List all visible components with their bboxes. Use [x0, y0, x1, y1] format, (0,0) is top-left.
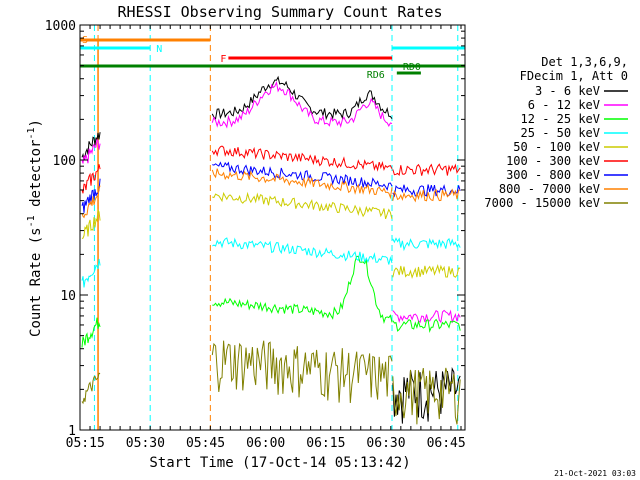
series-line-9-3	[392, 367, 461, 425]
series-line-4-1	[81, 258, 101, 288]
series-line-2-2	[211, 80, 393, 129]
legend-label-7: 300 - 800 keV	[506, 168, 600, 182]
x-tick-label: 06:45	[427, 436, 466, 451]
series-line-7-1	[81, 178, 101, 213]
y-tick-label: 100	[53, 154, 76, 169]
series-line-5-3	[392, 263, 461, 279]
series-line-8-3	[392, 188, 461, 203]
x-tick-label: 06:00	[246, 436, 285, 451]
chart-title: RHESSI Observing Summary Count Rates	[117, 3, 442, 21]
series-line-6-1	[81, 164, 101, 194]
series-2	[81, 80, 461, 324]
plot-frame	[79, 24, 466, 431]
series-5	[81, 191, 461, 279]
series-line-8-1	[81, 185, 101, 219]
x-tick-label: 06:30	[366, 436, 405, 451]
series-line-1-3	[392, 366, 461, 424]
series-4	[81, 237, 461, 288]
series-line-1-2	[211, 75, 393, 121]
series-line-4-2	[212, 237, 393, 265]
timestamp: 21-Oct-2021 03:03	[554, 469, 636, 478]
y-axis-label: Count Rate (s-1 detector-1)	[26, 119, 44, 337]
x-tick-label: 06:15	[306, 436, 345, 451]
series-line-7-2	[212, 161, 393, 191]
series-6	[81, 145, 461, 194]
x-axis: 05:15 05:30 05:45 06:00 06:15 06:30 06:45	[66, 25, 466, 451]
y-tick-label: 1000	[45, 19, 76, 34]
series-line-2-3	[392, 309, 461, 324]
legend: Det 1,3,6,9, FDecim 1, Att 0 3 - 6 keV6 …	[484, 55, 628, 210]
y-tick-label: 10	[60, 289, 76, 304]
annotation-s: S	[82, 35, 88, 46]
series-8	[81, 168, 461, 219]
series-line-9-1	[81, 372, 101, 405]
legend-header-2: FDecim 1, Att 0	[520, 69, 628, 83]
series-3	[81, 255, 461, 348]
series-line-2-1	[81, 138, 101, 164]
legend-header-1: Det 1,3,6,9,	[541, 55, 628, 69]
series-9	[81, 340, 461, 425]
y-axis: 1 10 100 1000	[45, 19, 465, 439]
series-line-3-3	[392, 318, 461, 333]
legend-label-1: 3 - 6 keV	[535, 84, 600, 98]
series-line-3-2	[212, 255, 393, 325]
annotation-n: N	[156, 44, 162, 55]
series-line-8-2	[211, 168, 393, 200]
series-7	[81, 161, 461, 213]
series-line-5-2	[212, 191, 393, 220]
legend-label-9: 7000 - 15000 keV	[484, 196, 600, 210]
legend-label-2: 6 - 12 keV	[528, 98, 600, 112]
x-tick-label: 05:45	[186, 436, 225, 451]
series-line-6-3	[392, 163, 461, 177]
legend-label-5: 50 - 100 keV	[513, 140, 600, 154]
x-axis-label: Start Time (17-Oct-14 05:13:42)	[149, 455, 410, 471]
series-line-6-2	[211, 145, 393, 172]
series-line-9-2	[211, 340, 393, 404]
annotation-f: F	[220, 54, 226, 65]
legend-label-4: 25 - 50 keV	[521, 126, 600, 140]
series-line-3-1	[81, 317, 101, 348]
x-tick-label: 05:15	[66, 436, 105, 451]
plot-area: S N F RD6 RD0	[80, 25, 465, 430]
legend-label-6: 100 - 300 keV	[506, 154, 600, 168]
legend-label-3: 12 - 25 keV	[521, 112, 600, 126]
annotation-rd6: RD6	[367, 70, 385, 81]
series-line-4-3	[392, 237, 461, 252]
y-tick-label: 1	[68, 424, 76, 439]
series-line-5-1	[81, 208, 101, 240]
x-tick-label: 05:30	[126, 436, 165, 451]
legend-label-8: 800 - 7000 keV	[499, 182, 600, 196]
annotation-rd0: RD0	[403, 62, 421, 73]
